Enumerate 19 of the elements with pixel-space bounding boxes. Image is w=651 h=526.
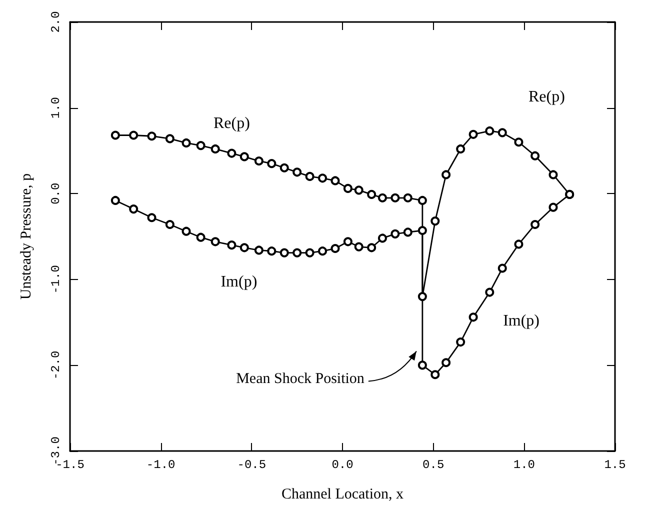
y-tick-label: 1.0 xyxy=(49,96,63,119)
y-tick-label: 0.0 xyxy=(49,182,63,204)
x-tick-label: 1.5 xyxy=(604,458,626,472)
series-label: Im(p) xyxy=(220,274,258,291)
x-tick-label: 0.5 xyxy=(422,458,444,472)
y-tick-label: -1.0 xyxy=(49,264,63,294)
x-tick-label: -0.5 xyxy=(237,458,266,472)
annotation: Mean Shock Position xyxy=(236,371,365,388)
series-label: Re(p) xyxy=(213,114,250,132)
text: Re(p) xyxy=(528,88,565,106)
x-tick-label: -1.0 xyxy=(146,458,176,472)
x-tick-label: 0.0 xyxy=(332,458,354,472)
y-axis-title: Unsteady Pressure, p xyxy=(18,173,34,300)
y-tick-label: 2.0 xyxy=(49,11,63,33)
x-tick-label: -1.5 xyxy=(56,458,84,472)
x-tick-label: 1.0 xyxy=(513,458,535,472)
text: Im(p) xyxy=(503,312,540,330)
x-axis-title: Channel Location, x xyxy=(281,486,404,502)
y-tick-label: -2.0 xyxy=(49,350,63,380)
